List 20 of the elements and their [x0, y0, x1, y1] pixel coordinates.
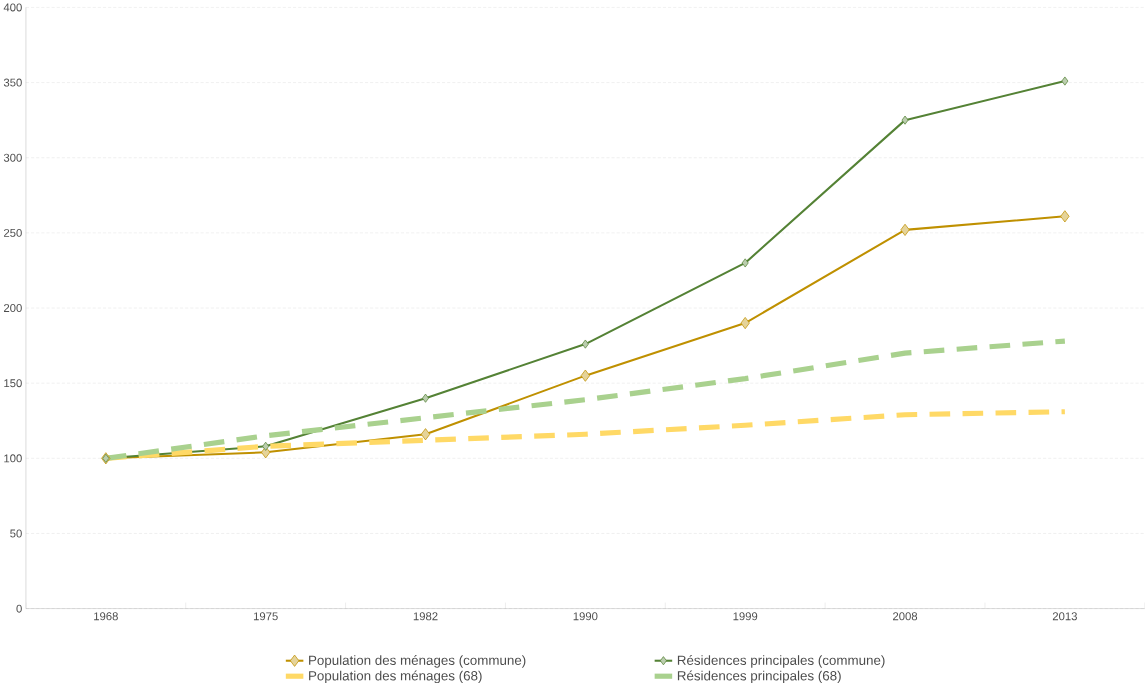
y-tick-label: 250 [3, 228, 22, 237]
x-tick-label: 2013 [1052, 612, 1077, 621]
y-tick-label: 50 [10, 529, 22, 538]
legend-label: Population des ménages (68) [309, 670, 482, 684]
y-tick-label: 350 [3, 78, 22, 87]
x-tick-label: 1968 [94, 612, 118, 621]
legend-label: Résidences principales (68) [677, 670, 841, 684]
legend-label: Résidences principales (commune) [677, 655, 885, 668]
x-tick-label: 1999 [733, 612, 758, 621]
y-tick-label: 400 [3, 3, 22, 12]
x-tick-label: 2008 [893, 612, 918, 621]
y-tick-label: 200 [3, 304, 22, 313]
y-tick-label: 150 [4, 379, 22, 388]
y-tick-label: 0 [16, 604, 22, 613]
legend-label: Population des ménages (commune) [309, 655, 526, 668]
x-tick-label: 1990 [573, 612, 598, 621]
y-tick-label: 300 [3, 153, 22, 162]
x-tick-label: 1975 [253, 612, 278, 621]
x-tick-label: 1982 [413, 612, 438, 621]
y-tick-label: 100 [4, 454, 22, 463]
